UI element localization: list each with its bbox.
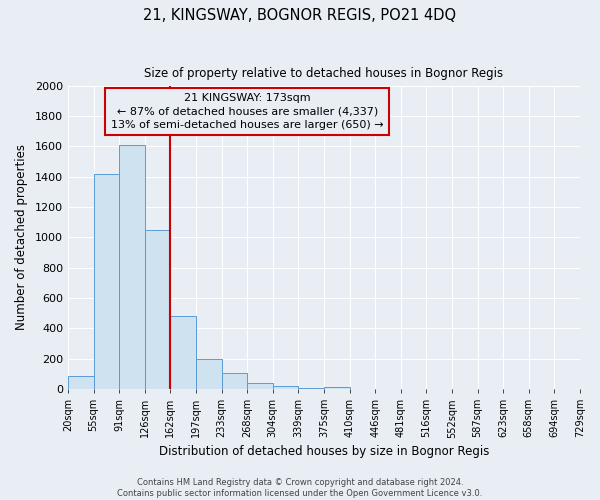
Bar <box>94 174 119 389</box>
Bar <box>324 387 350 389</box>
Text: 21 KINGSWAY: 173sqm
← 87% of detached houses are smaller (4,337)
13% of semi-det: 21 KINGSWAY: 173sqm ← 87% of detached ho… <box>111 94 383 130</box>
Title: Size of property relative to detached houses in Bognor Regis: Size of property relative to detached ho… <box>145 68 503 80</box>
Bar <box>247 383 273 389</box>
X-axis label: Distribution of detached houses by size in Bognor Regis: Distribution of detached houses by size … <box>159 444 489 458</box>
Text: 21, KINGSWAY, BOGNOR REGIS, PO21 4DQ: 21, KINGSWAY, BOGNOR REGIS, PO21 4DQ <box>143 8 457 22</box>
Bar <box>170 316 196 389</box>
Y-axis label: Number of detached properties: Number of detached properties <box>15 144 28 330</box>
Bar <box>273 386 298 389</box>
Bar <box>298 388 324 389</box>
Text: Contains HM Land Registry data © Crown copyright and database right 2024.
Contai: Contains HM Land Registry data © Crown c… <box>118 478 482 498</box>
Bar <box>119 145 145 389</box>
Bar <box>196 358 221 389</box>
Bar <box>221 373 247 389</box>
Bar <box>145 230 170 389</box>
Bar <box>68 376 94 389</box>
